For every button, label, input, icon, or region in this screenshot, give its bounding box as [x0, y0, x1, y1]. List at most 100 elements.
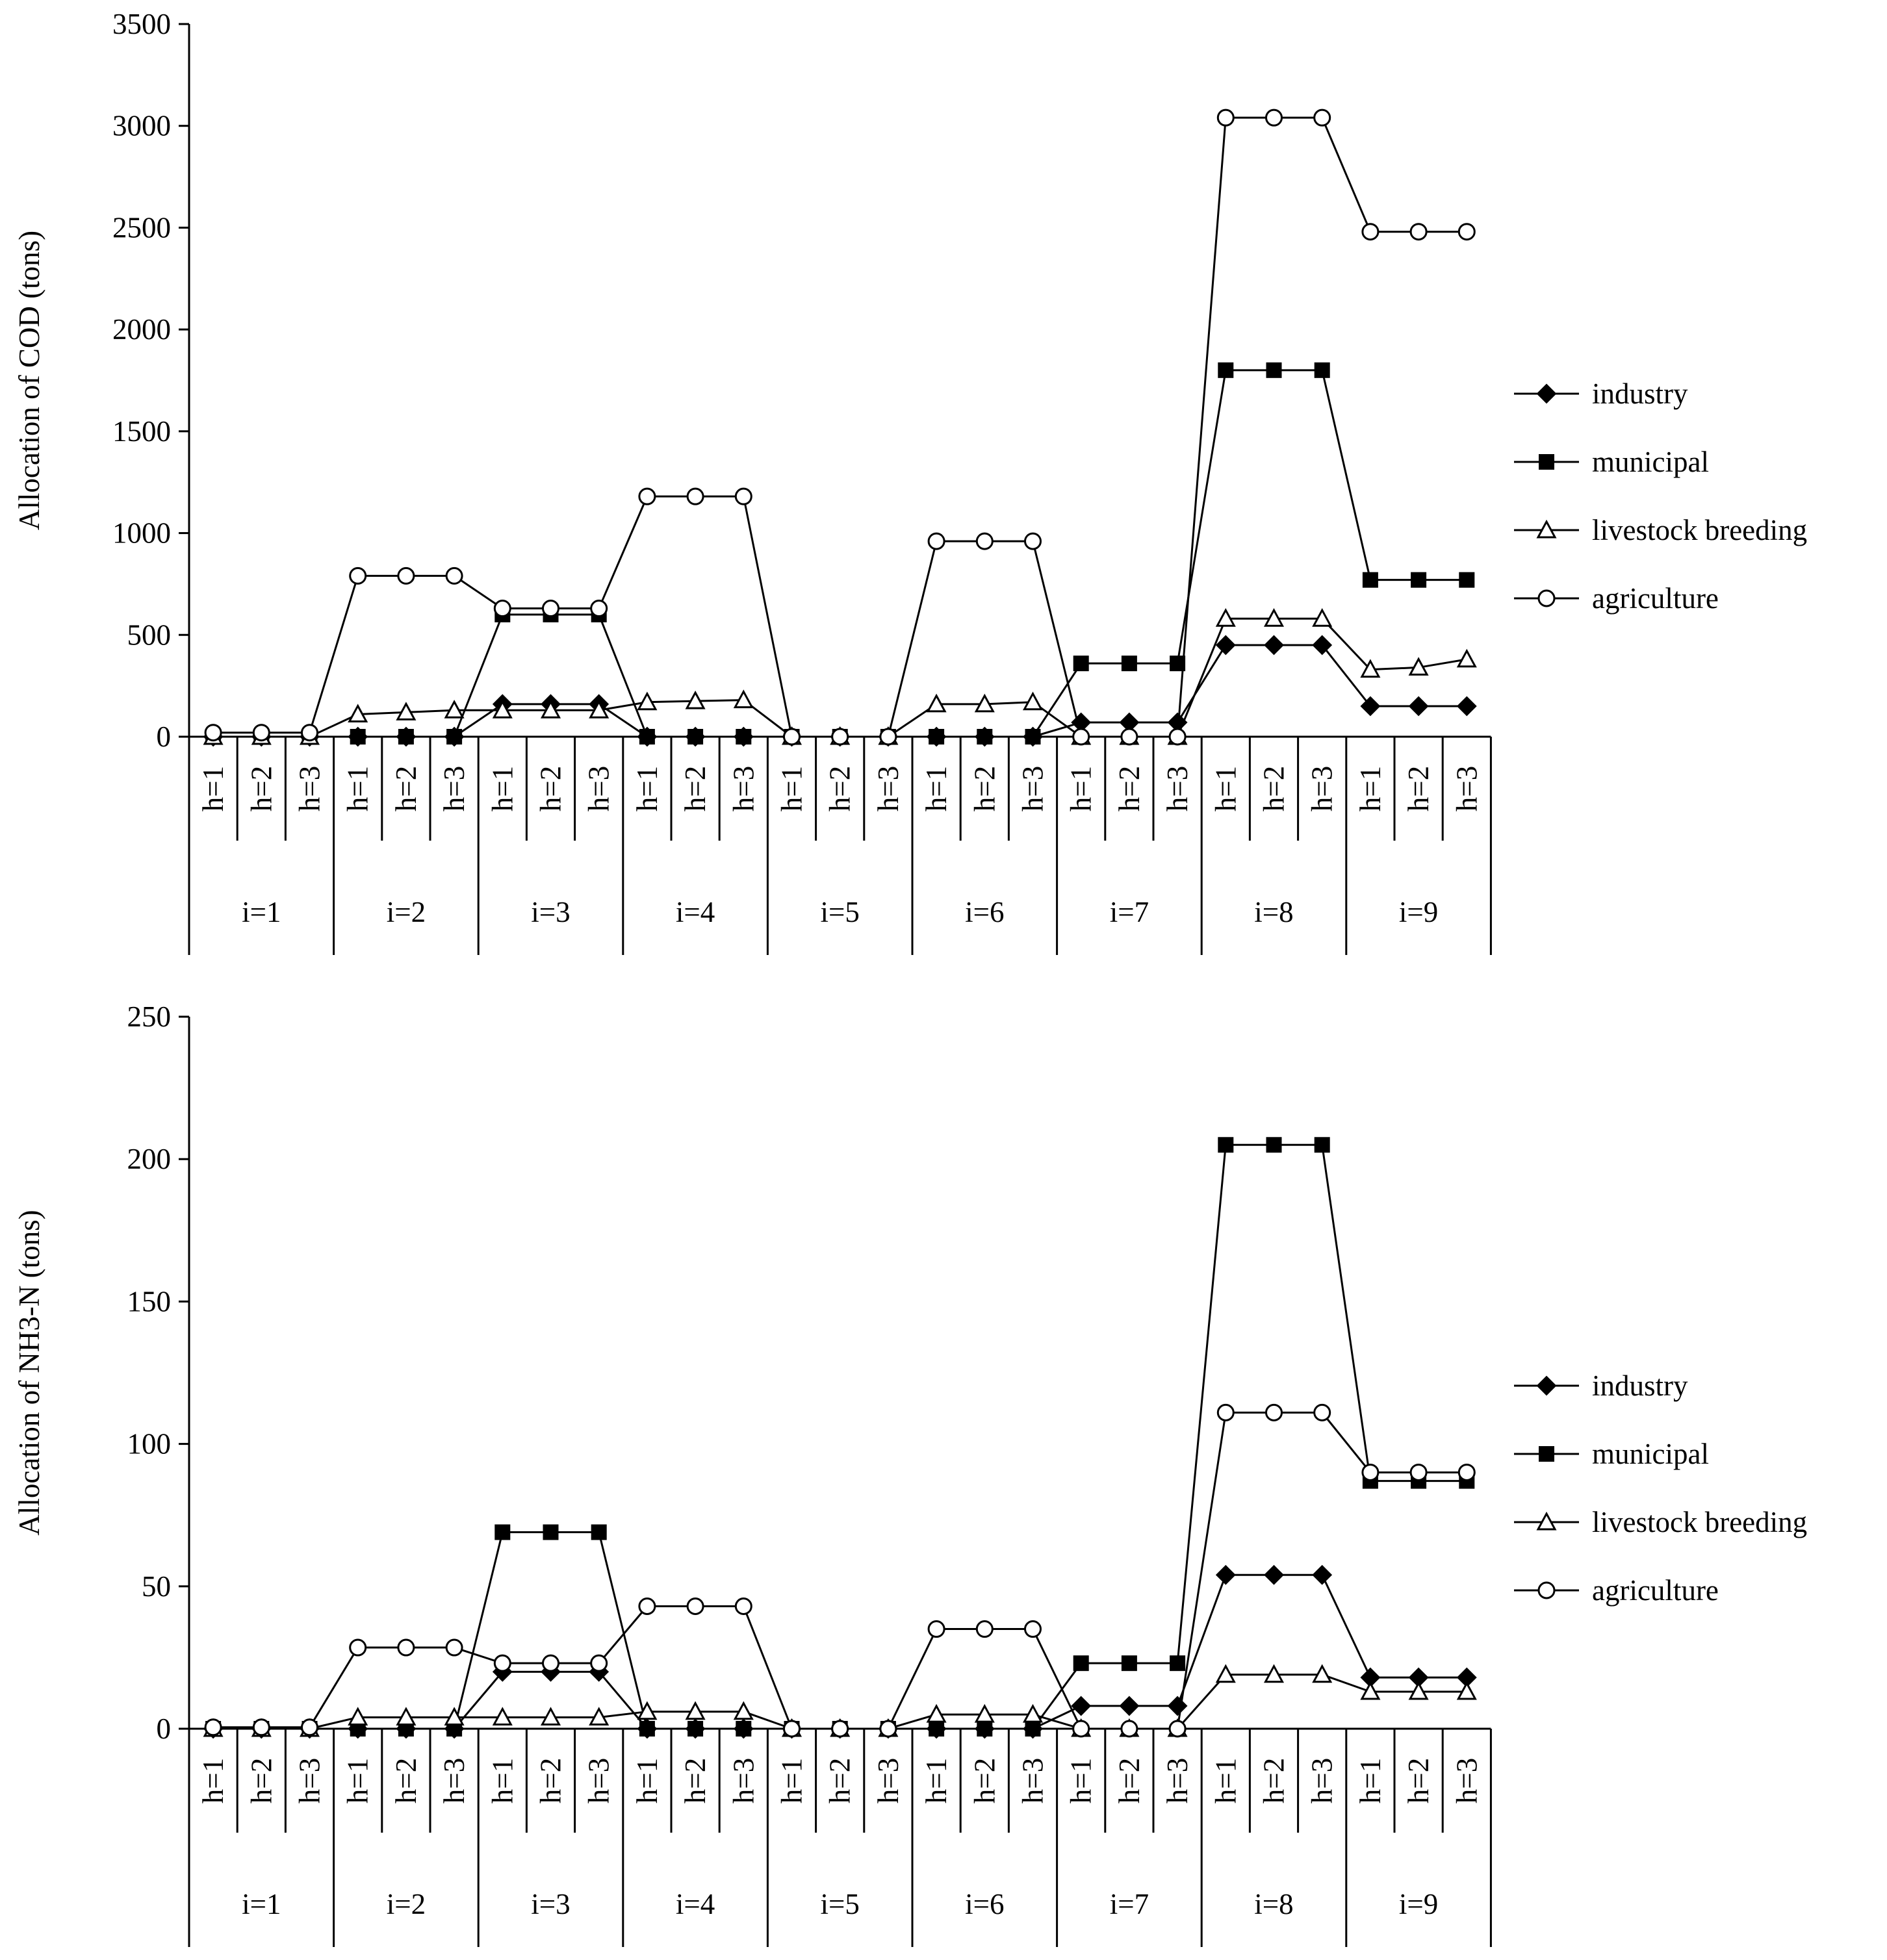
legend-label: industry: [1592, 377, 1688, 410]
data-point-livestock-breeding: [444, 1707, 465, 1725]
data-point-livestock-breeding: [589, 700, 610, 719]
x-subcategory-label: h=1: [1209, 766, 1242, 811]
data-point-agriculture: [301, 724, 318, 742]
y-tick-label: 1500: [112, 415, 171, 448]
legend-marker: [1537, 1581, 1556, 1599]
x-group-label: i=7: [1110, 896, 1149, 928]
series-line-segment: [309, 575, 359, 733]
x-subcategory-label: h=2: [535, 766, 567, 811]
data-point-industry: [1264, 1564, 1284, 1585]
legend-item-livestock-breeding: livestock breeding: [1514, 514, 1807, 546]
x-subcategory-label: h=1: [1209, 1758, 1242, 1803]
data-point-industry: [1312, 1564, 1333, 1585]
x-group-label: i=9: [1399, 896, 1438, 928]
data-point-livestock-breeding: [926, 693, 947, 713]
series-line-segment: [1033, 721, 1082, 738]
legend-item-municipal: municipal: [1514, 1438, 1709, 1470]
data-point-livestock-breeding: [637, 1701, 658, 1720]
legend-item-agriculture: agriculture: [1514, 582, 1719, 615]
legend-marker: [1536, 1375, 1557, 1396]
data-point-municipal: [494, 1524, 511, 1540]
data-point-agriculture: [349, 566, 367, 585]
x-subcategory-label: h=1: [1065, 766, 1098, 811]
x-subcategory-label: h=3: [294, 1758, 326, 1803]
data-point-agriculture: [975, 1620, 994, 1638]
x-group-label: i=5: [821, 896, 860, 928]
x-subcategory-label: h=1: [486, 1758, 519, 1803]
x-subcategory-label: h=2: [824, 766, 856, 811]
data-point-agriculture: [1313, 1403, 1331, 1421]
series-line-segment: [887, 541, 938, 737]
x-subcategory-label: h=3: [583, 1758, 615, 1803]
x-subcategory-label: h=1: [486, 766, 519, 811]
series-agriculture: [204, 1403, 1476, 1738]
series-line-segment: [1176, 1574, 1227, 1707]
x-subcategory-label: h=1: [1354, 1758, 1387, 1803]
data-point-municipal: [977, 1721, 993, 1737]
legend-label: livestock breeding: [1592, 1506, 1807, 1538]
series-line-segment: [742, 1605, 793, 1729]
x-subcategory-label: h=3: [1306, 1758, 1339, 1803]
data-point-livestock-breeding: [540, 700, 561, 719]
data-point-livestock-breeding: [974, 693, 995, 713]
x-subcategory-label: h=1: [197, 1758, 229, 1803]
x-subcategory-label: h=3: [872, 766, 905, 811]
data-point-municipal: [1266, 1137, 1282, 1153]
data-point-livestock-breeding: [733, 689, 754, 709]
x-subcategory-label: h=2: [245, 766, 277, 811]
data-point-agriculture: [1361, 223, 1380, 241]
x-subcategory-label: h=3: [438, 1758, 470, 1803]
x-subcategory-label: h=3: [1161, 1758, 1194, 1803]
y-tick-label: 200: [127, 1143, 172, 1175]
series-line-segment: [1321, 1412, 1372, 1473]
x-subcategory-label: h=1: [342, 1758, 374, 1803]
data-point-municipal: [1121, 655, 1137, 672]
data-point-agriculture: [686, 1597, 704, 1615]
data-point-industry: [1456, 696, 1477, 717]
data-point-livestock-breeding: [1022, 1703, 1044, 1723]
data-point-livestock-breeding: [1456, 648, 1477, 668]
data-point-agriculture: [1168, 728, 1187, 746]
data-point-agriculture: [783, 728, 801, 746]
series-line-segment: [1322, 1674, 1371, 1693]
y-tick-label: 250: [127, 1000, 172, 1033]
data-point-municipal: [1411, 572, 1427, 588]
series-line-segment: [1032, 663, 1082, 737]
data-point-agriculture: [927, 532, 945, 550]
y-tick-label: 3000: [112, 110, 171, 142]
data-point-agriculture: [734, 1597, 752, 1615]
data-point-livestock-breeding: [637, 691, 658, 711]
data-point-livestock-breeding: [348, 704, 368, 723]
data-point-agriculture: [783, 1720, 801, 1738]
data-point-agriculture: [590, 600, 608, 618]
x-group-label: i=4: [676, 896, 715, 928]
data-point-municipal: [591, 1524, 607, 1540]
data-point-municipal: [398, 729, 414, 745]
data-point-agriculture: [638, 487, 656, 505]
data-point-agriculture: [542, 1654, 559, 1672]
data-point-agriculture: [1457, 1463, 1476, 1481]
x-group-label: i=2: [387, 896, 426, 928]
x-group-label: i=1: [242, 896, 281, 928]
data-point-livestock-breeding: [1312, 608, 1333, 627]
data-point-agriculture: [1024, 1620, 1042, 1638]
data-point-livestock-breeding: [1215, 1664, 1236, 1683]
legend-label: industry: [1592, 1369, 1688, 1402]
data-point-agriculture: [252, 1718, 270, 1737]
series-line-segment: [598, 496, 648, 609]
data-point-livestock-breeding: [348, 1707, 368, 1725]
data-point-livestock-breeding: [444, 700, 465, 719]
data-point-municipal: [736, 1721, 752, 1737]
data-point-municipal: [1121, 1655, 1137, 1672]
series-line-segment: [1176, 1412, 1227, 1729]
data-point-municipal: [1218, 1137, 1234, 1153]
legend-item-industry: industry: [1514, 377, 1688, 410]
legend-item-industry: industry: [1514, 1369, 1688, 1402]
data-point-agriculture: [445, 1638, 463, 1657]
x-subcategory-label: h=1: [920, 766, 953, 811]
x-subcategory-label: h=1: [1065, 1758, 1098, 1803]
data-point-municipal: [1362, 572, 1378, 588]
x-subcategory-label: h=2: [1402, 766, 1435, 811]
data-point-agriculture: [1265, 108, 1283, 127]
x-group-label: i=2: [387, 1888, 426, 1920]
